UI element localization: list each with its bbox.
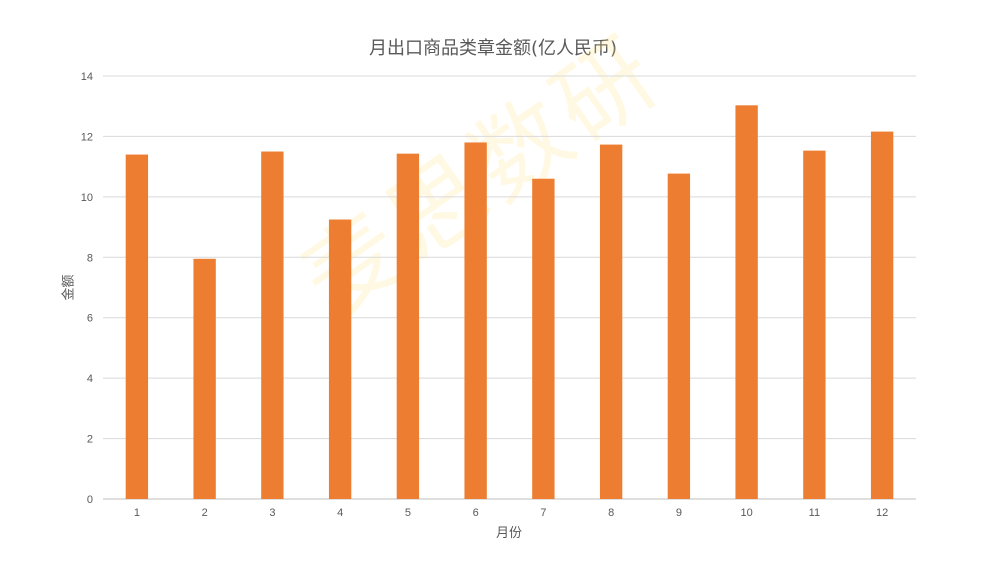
y-tick-label: 2 (87, 434, 93, 446)
bar (667, 173, 691, 499)
x-tick-label: 3 (269, 507, 275, 519)
x-tick-label: 2 (202, 507, 208, 519)
x-tick-label: 5 (405, 507, 411, 519)
bar (396, 153, 420, 500)
x-tick-label: 11 (809, 507, 820, 519)
x-tick-label: 1 (134, 507, 140, 519)
bar (328, 219, 352, 499)
bar (599, 144, 623, 499)
bar (125, 154, 149, 500)
chart-title: 月出口商品类章金额(亿人民币) (368, 38, 618, 59)
y-tick-label: 14 (81, 71, 93, 83)
bar (532, 178, 555, 499)
y-tick-label: 10 (81, 192, 93, 204)
x-axis-title: 月份 (495, 526, 522, 541)
y-axis-title: 金额 (61, 274, 77, 301)
bar (464, 142, 487, 499)
y-tick-label: 0 (87, 494, 93, 506)
x-tick-label: 9 (676, 507, 682, 519)
x-tick-label: 4 (337, 507, 343, 519)
bar (261, 151, 284, 500)
x-tick-label: 10 (741, 507, 753, 519)
y-tick-label: 6 (87, 313, 93, 325)
bar (803, 150, 826, 500)
x-tick-label: 8 (608, 507, 614, 519)
y-tick-label: 12 (81, 131, 93, 143)
bar (870, 131, 894, 499)
bar (735, 105, 758, 499)
x-tick-label: 7 (540, 507, 546, 519)
bar (193, 258, 216, 499)
x-tick-label: 6 (473, 507, 479, 519)
y-tick-label: 8 (87, 252, 93, 264)
y-tick-label: 4 (87, 373, 93, 385)
x-tick-label: 12 (876, 507, 888, 519)
